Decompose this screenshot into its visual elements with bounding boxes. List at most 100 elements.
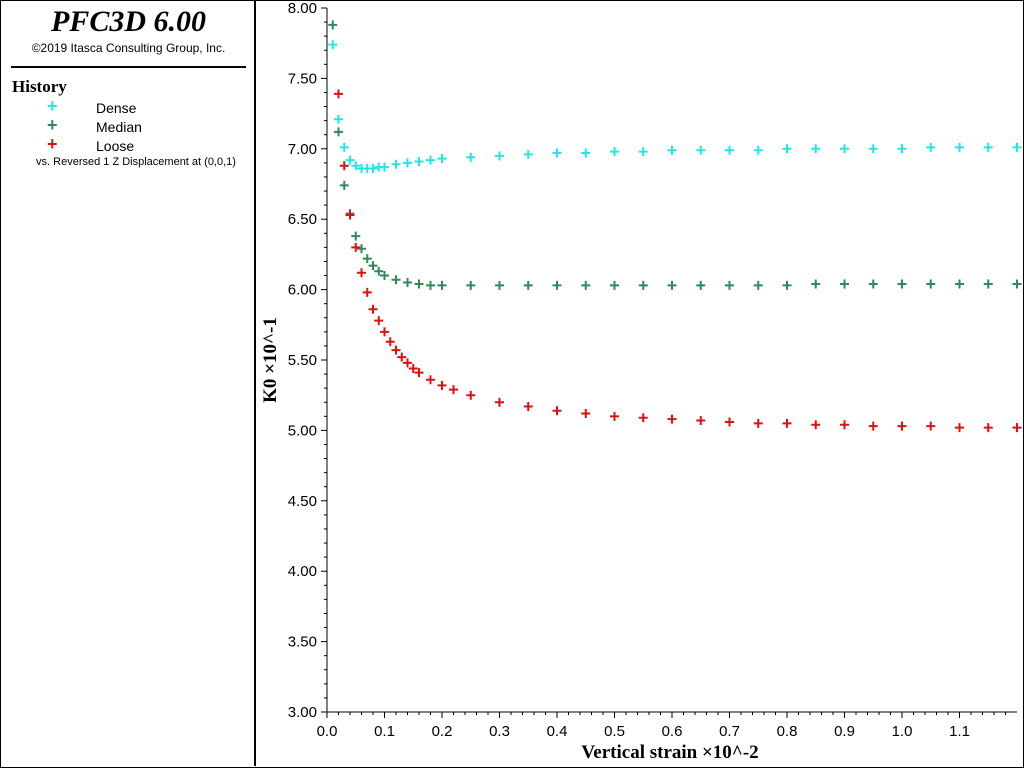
- data-point: [380, 327, 389, 337]
- data-point: [610, 411, 619, 421]
- chart-axes: 3.00 3.50 4.00 4.50 5.00 5.50 6.00 6.50 7.00 7.50…: [288, 0, 1017, 740]
- x-tick-label: 0.2: [432, 723, 453, 740]
- data-point: [840, 144, 849, 154]
- data-point: [351, 242, 361, 252]
- data-point: [334, 114, 343, 124]
- legend-label-loose: Loose: [96, 138, 135, 154]
- data-point: [955, 279, 964, 289]
- data-point: [357, 268, 366, 278]
- data-point: [667, 145, 677, 155]
- data-point: [840, 279, 849, 289]
- data-point: [345, 155, 355, 165]
- data-point: [897, 144, 907, 154]
- y-axis-title: K0 ×10^-1: [260, 317, 281, 403]
- data-point: [391, 345, 401, 355]
- data-point: [696, 145, 706, 155]
- plus-marker-icon: +: [47, 115, 58, 135]
- legend-note: vs. Reversed 1 Z Displacement at (0,0,1): [36, 156, 236, 168]
- data-point: [782, 280, 792, 290]
- data-point: [753, 418, 763, 428]
- data-point: [811, 144, 821, 154]
- data-point: [351, 161, 361, 171]
- data-point: [725, 280, 734, 290]
- data-point: [811, 279, 821, 289]
- data-point: [339, 180, 349, 190]
- data-point: [926, 279, 936, 289]
- y-tick-label: 6.50: [288, 211, 317, 228]
- data-point: [345, 210, 355, 220]
- data-point: [581, 409, 591, 419]
- data-point: [380, 271, 389, 281]
- y-tick-label: 5.00: [288, 422, 317, 439]
- x-tick-label: 0.4: [547, 723, 568, 740]
- data-point: [408, 363, 418, 373]
- data-point: [426, 155, 435, 165]
- data-point: [983, 279, 993, 289]
- data-point: [983, 142, 993, 152]
- legend-title: History: [12, 77, 67, 96]
- data-point: [926, 421, 936, 431]
- data-point: [466, 152, 476, 162]
- data-point: [725, 417, 734, 427]
- legend-divider: [11, 66, 246, 68]
- data-point: [426, 280, 435, 290]
- data-point: [811, 420, 821, 430]
- data-point: [437, 380, 447, 390]
- data-point: [955, 142, 964, 152]
- data-point: [955, 423, 964, 433]
- series-loose: [334, 89, 1022, 433]
- y-tick-label: 5.50: [288, 352, 317, 369]
- x-tick-label: 0.0: [317, 723, 338, 740]
- data-point: [638, 280, 648, 290]
- data-point: [782, 144, 792, 154]
- data-point: [495, 397, 504, 407]
- data-point: [1012, 279, 1022, 289]
- data-point: [581, 280, 591, 290]
- data-point: [403, 158, 412, 168]
- data-point: [403, 278, 412, 288]
- data-point: [868, 421, 878, 431]
- legend-item-median: + Median: [1, 115, 251, 136]
- data-point: [426, 375, 435, 385]
- data-point: [840, 420, 849, 430]
- data-point: [385, 337, 395, 347]
- x-tick-label: 0.9: [834, 723, 855, 740]
- data-point: [610, 280, 619, 290]
- data-point: [495, 280, 504, 290]
- data-point: [351, 231, 361, 241]
- y-tick-label: 7.00: [288, 141, 317, 158]
- x-tick-label: 1.0: [892, 723, 913, 740]
- data-point: [362, 254, 372, 264]
- series-dense: [328, 40, 1022, 174]
- data-point: [368, 261, 378, 271]
- data-point: [414, 368, 424, 378]
- legend-item-dense: + Dense: [1, 96, 251, 117]
- legend-label-median: Median: [96, 119, 142, 135]
- data-point: [449, 385, 458, 395]
- data-point: [437, 154, 447, 164]
- data-point: [523, 280, 533, 290]
- chart-series-layer: [328, 20, 1022, 433]
- data-point: [397, 352, 407, 362]
- plus-marker-icon: +: [47, 134, 58, 154]
- data-point: [374, 316, 384, 326]
- data-point: [339, 142, 349, 152]
- x-tick-label: 0.1: [374, 723, 395, 740]
- data-point: [983, 423, 993, 433]
- data-point: [782, 418, 792, 428]
- y-tick-label: 6.00: [288, 282, 317, 299]
- data-point: [391, 275, 401, 285]
- data-point: [466, 390, 476, 400]
- data-point: [696, 280, 706, 290]
- x-axis-title: Vertical strain ×10^-2: [581, 742, 758, 763]
- data-point: [610, 147, 619, 157]
- copyright-text: ©2019 Itasca Consulting Group, Inc.: [31, 41, 226, 55]
- data-point: [552, 148, 562, 158]
- data-point: [696, 416, 706, 426]
- series-median: [328, 20, 1022, 290]
- x-tick-label: 0.8: [777, 723, 798, 740]
- data-point: [362, 287, 372, 297]
- y-tick-label: 7.50: [288, 70, 317, 87]
- data-point: [926, 142, 936, 152]
- data-point: [552, 406, 562, 416]
